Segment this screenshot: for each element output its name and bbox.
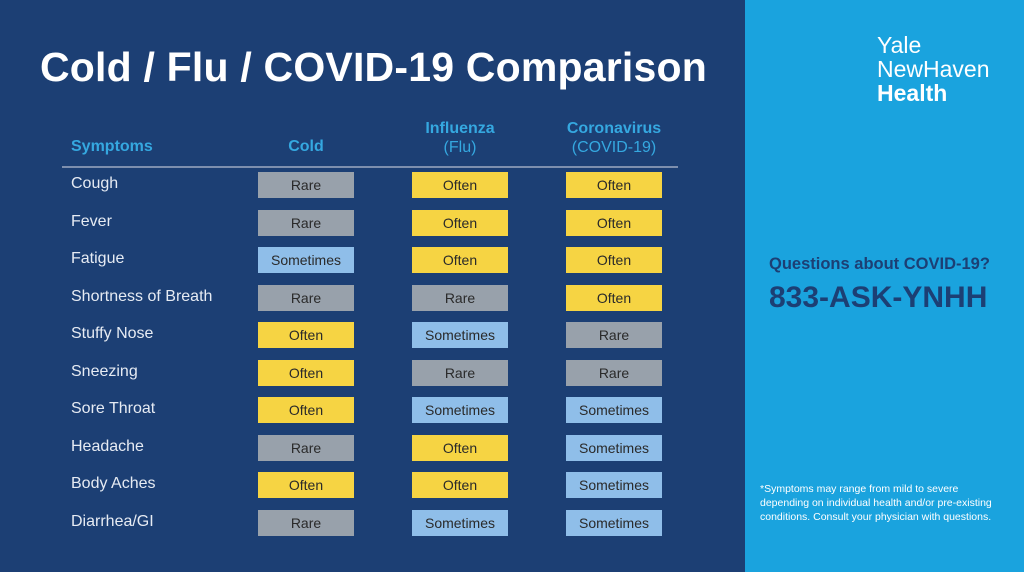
cold-frequency-cell: Rare <box>258 509 354 536</box>
table-row: Headache Rare Often Sometimes <box>0 434 745 461</box>
covid-frequency-cell: Sometimes <box>566 472 662 498</box>
cold-frequency-cell: Rare <box>258 434 354 461</box>
cold-frequency-cell: Rare <box>258 172 354 198</box>
header-influenza-sub: (Flu) <box>443 139 477 156</box>
flu-frequency-cell: Sometimes <box>412 322 508 348</box>
logo-line-yale: Yale <box>877 32 922 58</box>
covid-frequency-cell: Sometimes <box>566 509 662 536</box>
covid-frequency-cell: Often <box>566 247 662 273</box>
table-row: Shortness of Breath Rare Rare Often <box>0 284 745 311</box>
header-symptoms: Symptoms <box>71 138 153 155</box>
flu-frequency-cell: Often <box>412 209 508 236</box>
header-divider <box>62 166 678 168</box>
symptom-label: Fatigue <box>71 250 125 267</box>
cold-frequency-cell: Often <box>258 322 354 348</box>
header-cold: Cold <box>288 138 324 155</box>
contact-question: Questions about COVID-19? <box>769 255 990 273</box>
table-row: Cough Rare Often Often <box>0 172 745 198</box>
table-row: Fatigue Sometimes Often Often <box>0 247 745 273</box>
header-coronavirus: Coronavirus (COVID-19) <box>554 119 674 157</box>
page-title: Cold / Flu / COVID-19 Comparison <box>40 44 708 90</box>
flu-frequency-cell: Often <box>412 172 508 198</box>
cold-frequency-cell: Often <box>258 359 354 386</box>
symptom-label: Body Aches <box>71 475 156 492</box>
symptom-label: Shortness of Breath <box>71 287 213 305</box>
symptom-label: Sneezing <box>71 362 138 380</box>
logo-line-newhaven: NewHaven <box>877 56 990 82</box>
symptom-label: Sore Throat <box>71 400 156 417</box>
symptom-label: Cough <box>71 175 119 192</box>
covid-frequency-cell: Rare <box>566 322 662 348</box>
table-row: Body Aches Often Often Sometimes <box>0 472 745 498</box>
symptom-label: Headache <box>71 437 144 455</box>
footnote: *Symptoms may range from mild to severe … <box>760 483 992 523</box>
table-row: Fever Rare Often Often <box>0 209 745 236</box>
logo-line-health: Health <box>877 80 948 106</box>
header-influenza: Influenza (Flu) <box>400 119 520 157</box>
info-panel <box>745 0 1024 572</box>
yale-newhaven-health-logo: Yale NewHaven Health <box>877 33 990 105</box>
covid-frequency-cell: Sometimes <box>566 397 662 423</box>
table-row: Sneezing Often Rare Rare <box>0 359 745 386</box>
covid-frequency-cell: Often <box>566 172 662 198</box>
table-row: Stuffy Nose Often Sometimes Rare <box>0 322 745 348</box>
contact-phone: 833-ASK-YNHH <box>769 281 988 314</box>
table-row: Diarrhea/GI Rare Sometimes Sometimes <box>0 509 745 536</box>
covid-frequency-cell: Often <box>566 209 662 236</box>
flu-frequency-cell: Sometimes <box>412 509 508 536</box>
covid-frequency-cell: Often <box>566 284 662 311</box>
cold-frequency-cell: Sometimes <box>258 247 354 273</box>
cold-frequency-cell: Rare <box>258 284 354 311</box>
covid-frequency-cell: Rare <box>566 359 662 386</box>
symptom-label: Diarrhea/GI <box>71 512 154 530</box>
cold-frequency-cell: Often <box>258 472 354 498</box>
flu-frequency-cell: Rare <box>412 284 508 311</box>
symptom-label: Stuffy Nose <box>71 325 154 342</box>
header-influenza-label: Influenza <box>425 120 495 137</box>
flu-frequency-cell: Often <box>412 247 508 273</box>
cold-frequency-cell: Rare <box>258 209 354 236</box>
header-coronavirus-label: Coronavirus <box>566 120 662 137</box>
flu-frequency-cell: Often <box>412 472 508 498</box>
header-coronavirus-sub: (COVID-19) <box>571 139 657 156</box>
table-row: Sore Throat Often Sometimes Sometimes <box>0 397 745 423</box>
flu-frequency-cell: Rare <box>412 359 508 386</box>
flu-frequency-cell: Sometimes <box>412 397 508 423</box>
flu-frequency-cell: Often <box>412 434 508 461</box>
comparison-panel: Cold / Flu / COVID-19 Comparison Symptom… <box>0 44 745 536</box>
cold-frequency-cell: Often <box>258 397 354 423</box>
symptom-label: Fever <box>71 212 112 230</box>
covid-frequency-cell: Sometimes <box>566 434 662 461</box>
